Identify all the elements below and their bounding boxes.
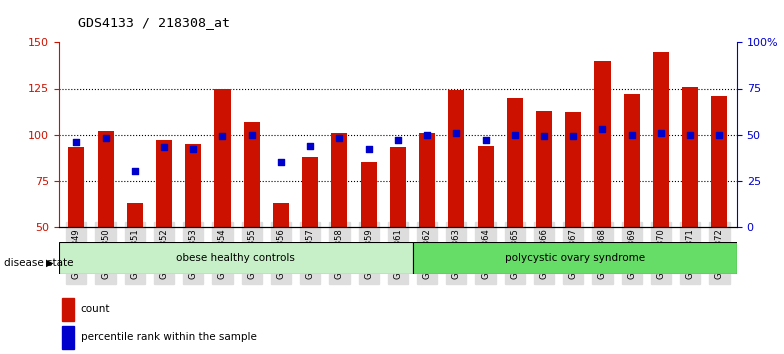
Bar: [506, 98, 523, 227]
Bar: [302, 156, 318, 227]
Point: [245, 132, 258, 137]
Point: [421, 132, 434, 137]
Point: [626, 132, 638, 137]
Bar: [565, 113, 581, 227]
Bar: [390, 147, 406, 227]
Bar: [653, 52, 669, 227]
Bar: [59, 242, 412, 274]
Point: [187, 147, 200, 152]
Bar: [477, 145, 494, 227]
Point: [274, 159, 287, 165]
Point: [567, 133, 579, 139]
Bar: [594, 61, 611, 227]
Bar: [62, 298, 74, 321]
Bar: [185, 144, 201, 227]
Point: [655, 130, 667, 136]
Bar: [624, 94, 640, 227]
Point: [158, 144, 170, 150]
Bar: [682, 87, 699, 227]
Text: obese healthy controls: obese healthy controls: [176, 253, 295, 263]
Bar: [412, 242, 737, 274]
Bar: [127, 202, 143, 227]
Point: [333, 135, 346, 141]
Point: [70, 139, 82, 145]
Point: [479, 137, 492, 143]
Bar: [711, 96, 728, 227]
Text: percentile rank within the sample: percentile rank within the sample: [81, 332, 256, 342]
Point: [129, 169, 141, 174]
Point: [596, 126, 608, 132]
Point: [216, 133, 229, 139]
Bar: [244, 122, 260, 227]
Bar: [361, 162, 376, 227]
Point: [100, 135, 112, 141]
Text: disease state: disease state: [4, 258, 74, 268]
Point: [684, 132, 696, 137]
Bar: [419, 133, 435, 227]
Bar: [273, 202, 289, 227]
Bar: [332, 133, 347, 227]
Text: count: count: [81, 304, 110, 314]
Point: [450, 130, 463, 136]
Bar: [62, 326, 74, 349]
Point: [713, 132, 726, 137]
Point: [362, 147, 375, 152]
Point: [538, 133, 550, 139]
Bar: [156, 140, 172, 227]
Point: [304, 143, 317, 148]
Bar: [97, 131, 114, 227]
Bar: [215, 88, 230, 227]
Point: [509, 132, 521, 137]
Bar: [68, 147, 85, 227]
Point: [391, 137, 404, 143]
Bar: [536, 110, 552, 227]
Text: ▶: ▶: [45, 258, 53, 268]
Text: GDS4133 / 218308_at: GDS4133 / 218308_at: [78, 16, 230, 29]
Text: polycystic ovary syndrome: polycystic ovary syndrome: [505, 253, 645, 263]
Bar: [448, 90, 464, 227]
